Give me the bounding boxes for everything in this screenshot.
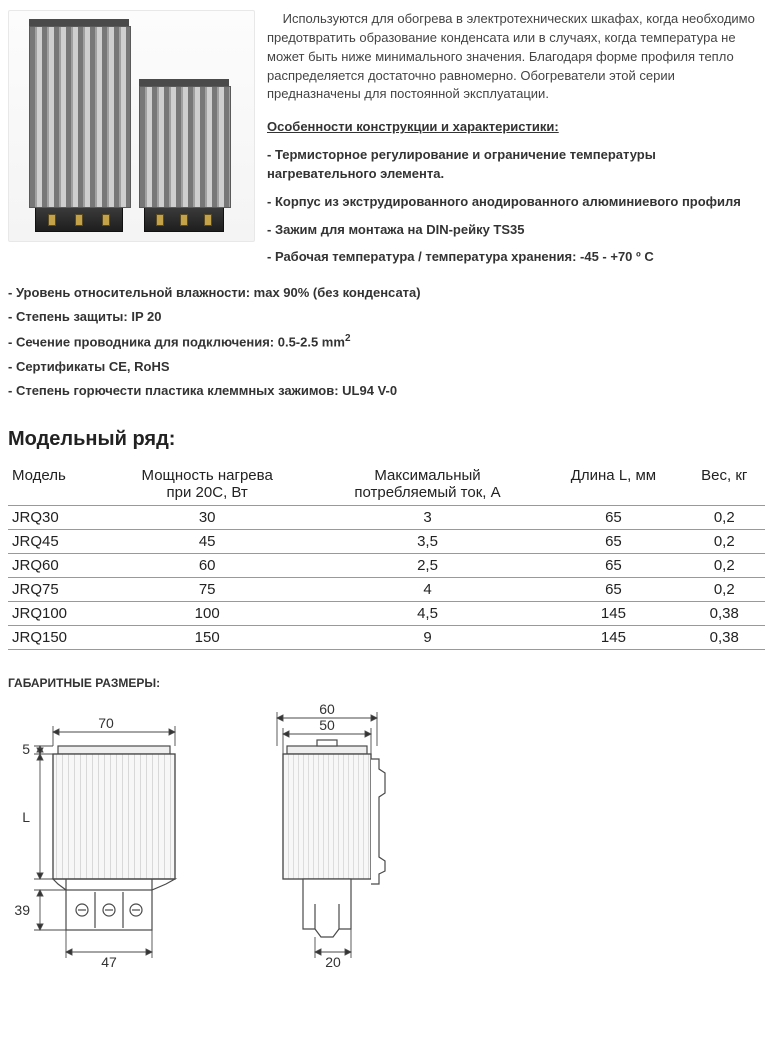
dim-39: 39 [14, 902, 30, 918]
table-cell: 3,5 [312, 529, 544, 553]
table-cell: JRQ60 [8, 553, 103, 577]
col-power-l2: при 20С, Вт [167, 484, 248, 501]
intro-paragraph: Используются для обогрева в электротехни… [267, 10, 765, 104]
table-cell: JRQ75 [8, 577, 103, 601]
feature-item: - Рабочая температура / температура хран… [267, 248, 765, 267]
feature-item: - Уровень относительной влажности: max 9… [8, 285, 765, 300]
dimension-drawings: 70 5 L 39 47 [8, 704, 765, 974]
col-length: Длина L, мм [543, 461, 683, 506]
table-cell: 0,38 [684, 601, 765, 625]
dim-70: 70 [98, 715, 114, 731]
dim-5: 5 [22, 741, 30, 757]
table-cell: 60 [103, 553, 312, 577]
table-cell: 4 [312, 577, 544, 601]
table-cell: JRQ150 [8, 625, 103, 649]
col-current-l2: потребляемый ток, А [354, 484, 500, 501]
dim-L: L [22, 809, 30, 825]
table-row: JRQ60602,5650,2 [8, 553, 765, 577]
col-power: Мощность нагрева при 20С, Вт [103, 461, 312, 506]
table-cell: 0,2 [684, 553, 765, 577]
col-current: Максимальный потребляемый ток, А [312, 461, 544, 506]
table-cell: 3 [312, 505, 544, 529]
dim-20: 20 [325, 954, 341, 970]
intro-column: Используются для обогрева в электротехни… [267, 10, 765, 276]
table-cell: JRQ45 [8, 529, 103, 553]
table-cell: 0,2 [684, 529, 765, 553]
table-cell: 2,5 [312, 553, 544, 577]
table-cell: 65 [543, 529, 683, 553]
feature-item: - Сечение проводника для подключения: 0.… [8, 333, 765, 349]
table-cell: 75 [103, 577, 312, 601]
table-row: JRQ75754650,2 [8, 577, 765, 601]
col-model: Модель [8, 461, 103, 506]
feature-item: - Зажим для монтажа на DIN-рейку TS35 [267, 221, 765, 240]
feature-item: - Степень защиты: IP 20 [8, 309, 765, 324]
dim-60: 60 [319, 704, 335, 717]
feature-item-text: - Сечение проводника для подключения: 0.… [8, 335, 345, 350]
table-cell: JRQ100 [8, 601, 103, 625]
table-row: JRQ45453,5650,2 [8, 529, 765, 553]
col-weight: Вес, кг [684, 461, 765, 506]
table-cell: 0,38 [684, 625, 765, 649]
table-cell: 145 [543, 625, 683, 649]
table-cell: 145 [543, 601, 683, 625]
models-table: Модель Мощность нагрева при 20С, Вт Макс… [8, 461, 765, 650]
table-cell: 65 [543, 577, 683, 601]
table-header-row: Модель Мощность нагрева при 20С, Вт Макс… [8, 461, 765, 506]
table-cell: 9 [312, 625, 544, 649]
table-row: JRQ15015091450,38 [8, 625, 765, 649]
feature-item: - Сертификаты CE, RoHS [8, 359, 765, 374]
table-row: JRQ1001004,51450,38 [8, 601, 765, 625]
col-current-l1: Максимальный [374, 467, 480, 484]
features-heading: Особенности конструкции и характеристики… [267, 118, 765, 137]
product-photo [8, 10, 255, 242]
feature-item: - Степень горючести пластика клеммных за… [8, 383, 765, 398]
table-cell: 0,2 [684, 505, 765, 529]
table-row: JRQ30303650,2 [8, 505, 765, 529]
top-section: Используются для обогрева в электротехни… [8, 10, 765, 276]
table-cell: 65 [543, 553, 683, 577]
feature-item: - Корпус из экструдированного анодирован… [267, 193, 765, 212]
dim-50: 50 [319, 717, 335, 733]
dim-47: 47 [101, 954, 117, 970]
table-cell: 4,5 [312, 601, 544, 625]
dimensions-heading: ГАБАРИТНЫЕ РАЗМЕРЫ: [8, 676, 765, 690]
range-heading: Модельный ряд: [8, 428, 765, 451]
superscript: 2 [345, 333, 351, 344]
drawing-front-view: 70 5 L 39 47 [8, 704, 213, 974]
table-cell: 100 [103, 601, 312, 625]
col-power-l1: Мощность нагрева [142, 467, 273, 484]
table-cell: 0,2 [684, 577, 765, 601]
table-cell: 65 [543, 505, 683, 529]
feature-item: - Термисторное регулирование и ограничен… [267, 146, 765, 184]
table-cell: 150 [103, 625, 312, 649]
drawing-side-view: 60 50 20 [243, 704, 403, 974]
table-cell: 45 [103, 529, 312, 553]
table-cell: JRQ30 [8, 505, 103, 529]
table-cell: 30 [103, 505, 312, 529]
